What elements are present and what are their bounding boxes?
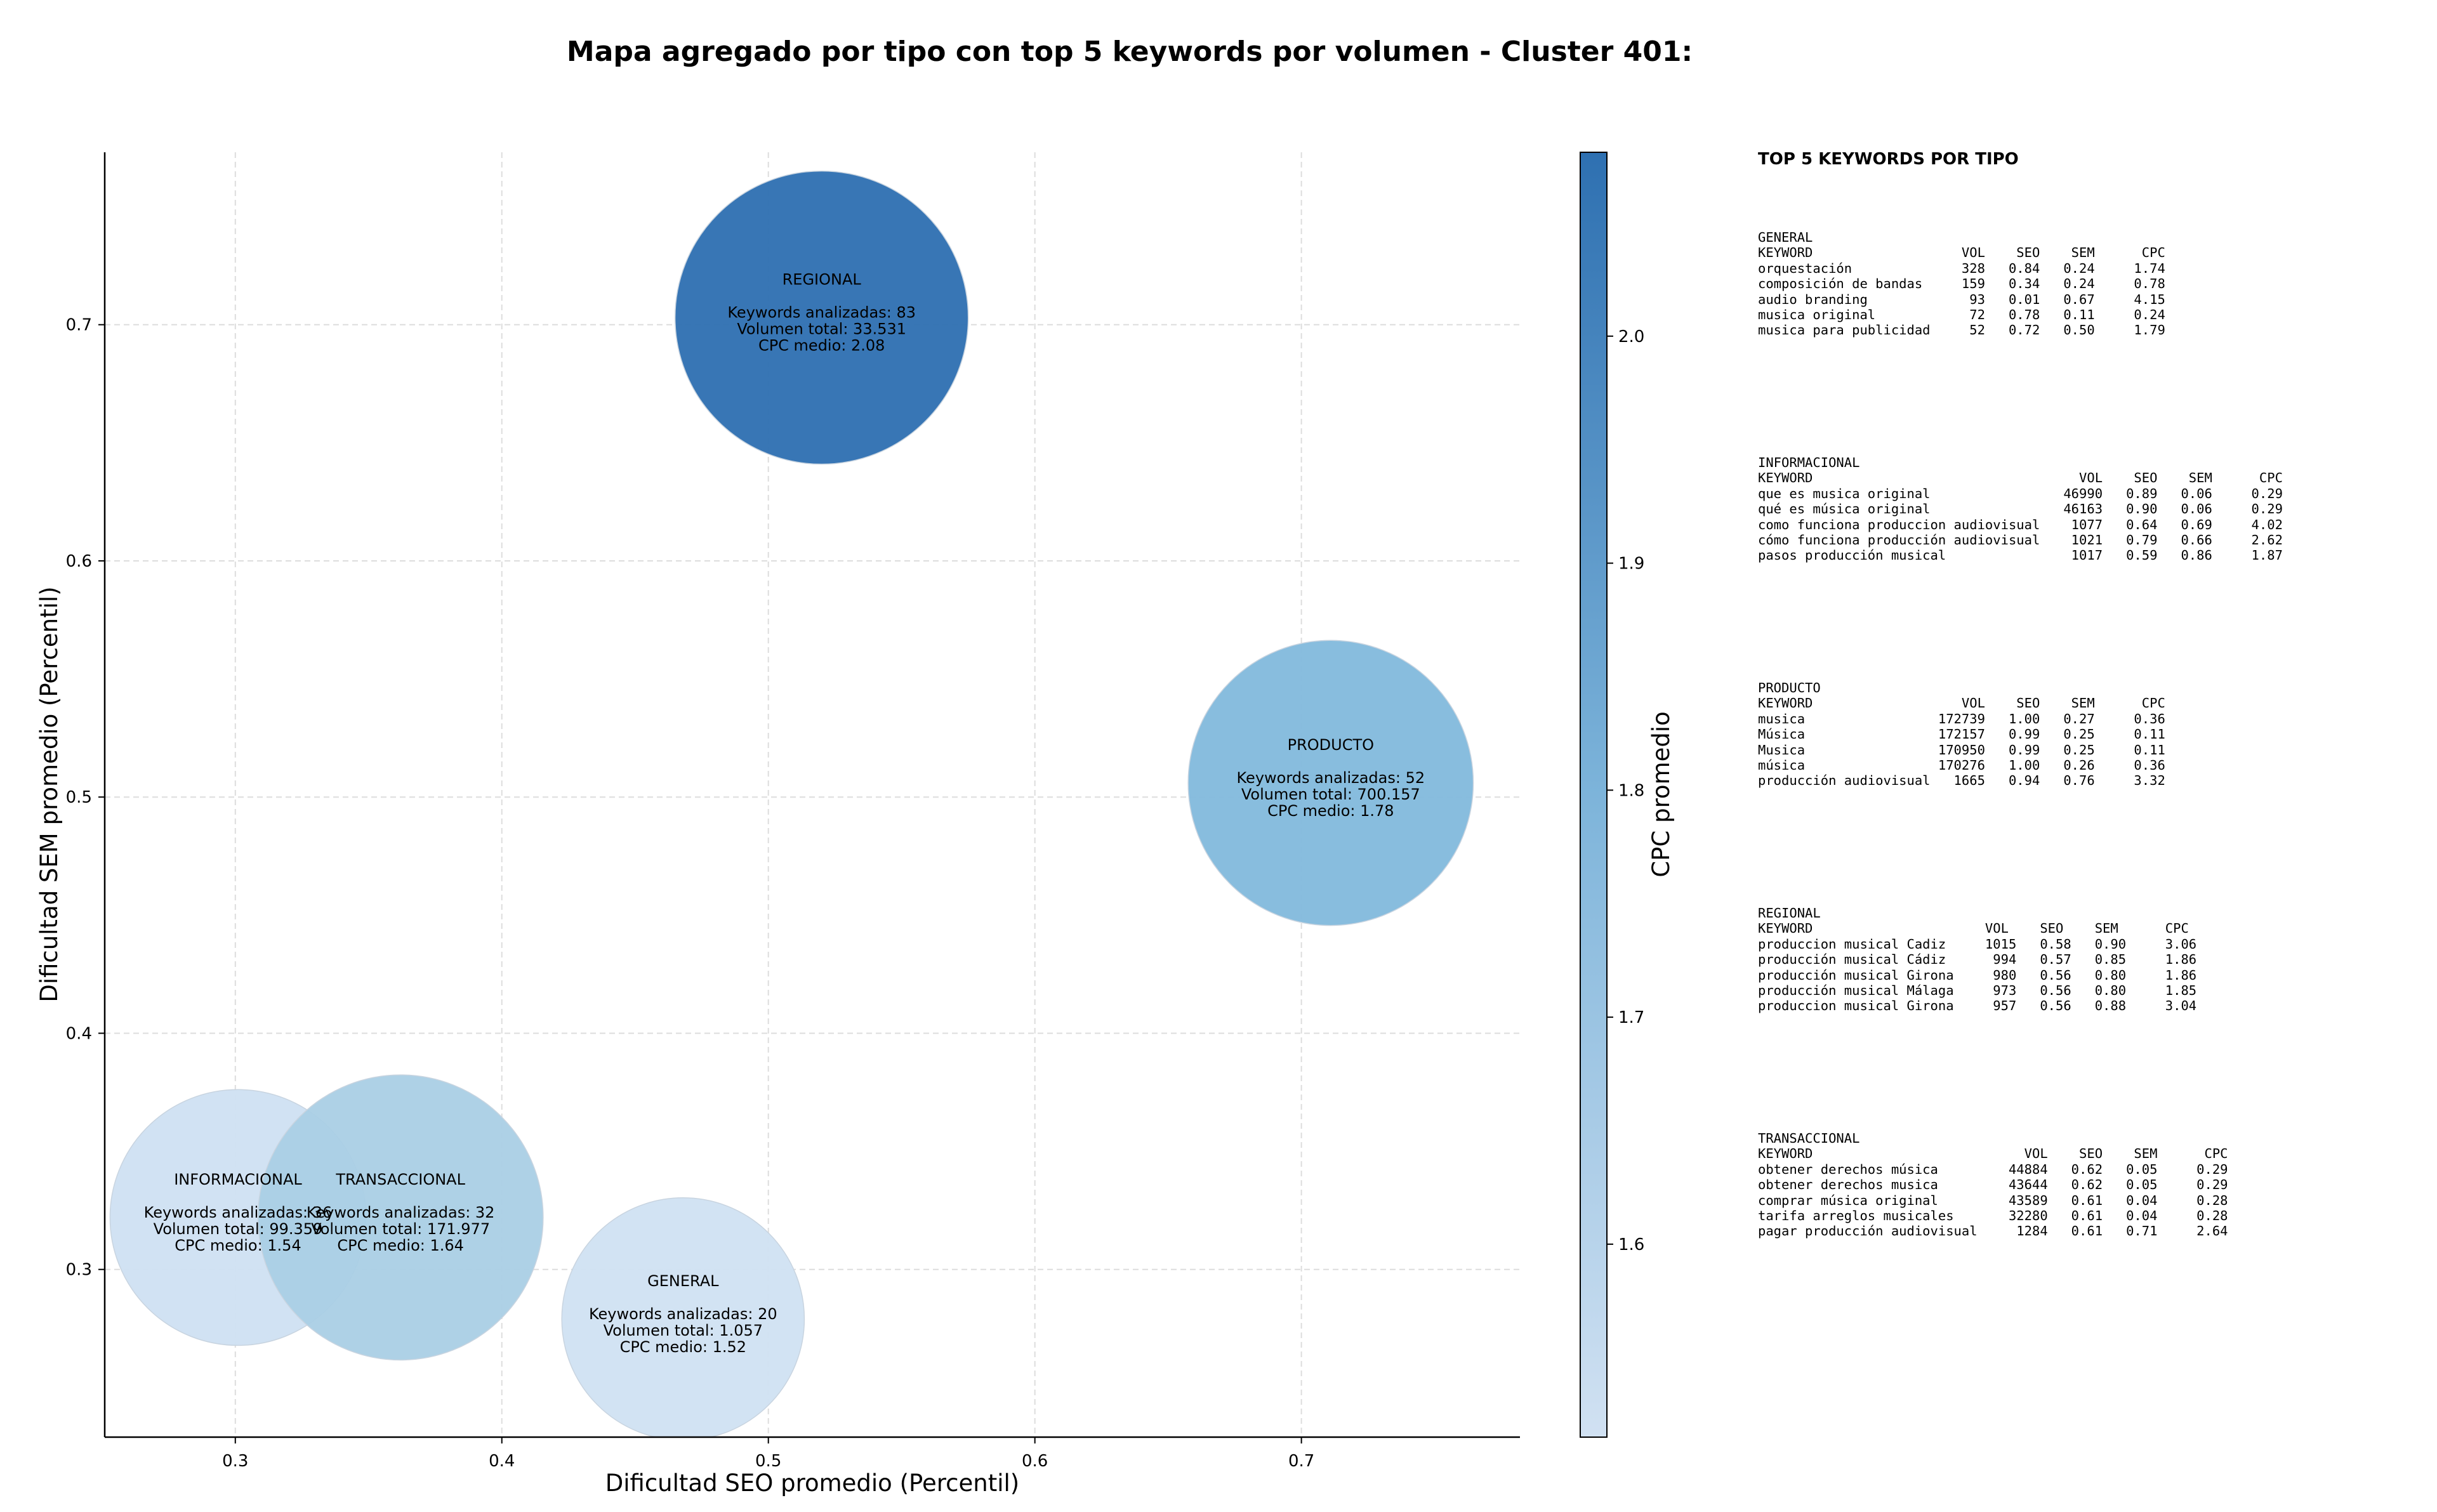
bubble-label-cpc-text: CPC medio: 1.52 [620,1338,747,1356]
bubble-label-keywords: Keywords analizadas: 20 [589,1305,777,1323]
bubble-label-keywords: Keywords analizadas: 52 [1237,769,1425,787]
x-tick-label: 0.7 [1288,1452,1314,1471]
keyword-group-informacional: INFORMACIONAL KEYWORD VOL SEO SEM CPC que … [1758,455,2283,563]
bubble-general [561,1197,805,1437]
y-tick-label: 0.7 [66,316,92,335]
keyword-table-header: KEYWORD VOL SEO SEM CPC [1758,1146,2228,1162]
bubble-label-volume: Volumen total: 171.977 [311,1220,490,1238]
y-tick-label: 0.3 [66,1261,92,1280]
bubble-label-name: GENERAL [647,1272,719,1290]
top-keywords-panel: TOP 5 KEYWORDS POR TIPO GENERAL KEYWORD V… [1758,150,2418,1266]
bubble-label-volume: Volumen total: 1.057 [604,1322,763,1339]
keyword-table-row: producción musical Málaga 973 0.56 0.80 … [1758,982,2197,998]
bubble-label-keywords: Keywords analizadas: 83 [727,304,916,322]
keyword-group-transaccional: TRANSACCIONAL KEYWORD VOL SEO SEM CPC obte… [1758,1131,2228,1239]
y-axis-label: Dificultad SEM promedio (Percentil) [36,586,63,1002]
bubble-label-name: INFORMACIONAL [174,1171,302,1188]
keyword-table-row: producción audiovisual 1665 0.94 0.76 3.… [1758,773,2165,789]
bubble-label-keywords: Keywords analizadas: 32 [307,1204,495,1221]
bubble-label-volume: Volumen total: 99.359 [154,1220,323,1238]
keyword-table-row: música 170276 1.00 0.26 0.36 [1758,757,2165,773]
keyword-table-row: Musica 170950 0.99 0.25 0.11 [1758,742,2165,758]
colorbar-label: CPC promedio [1648,711,1675,877]
bubble-label-volume: Volumen total: 700.157 [1241,786,1420,803]
keyword-table-header: KEYWORD VOL SEO SEM CPC [1758,470,2283,486]
colorbar-tick-label: 1.8 [1618,781,1644,800]
keyword-table-row: musica 172739 1.00 0.27 0.36 [1758,711,2165,726]
colorbar-tick-label: 1.7 [1618,1008,1644,1027]
keyword-table-row: cómo funciona producción audiovisual 102… [1758,532,2283,548]
bubble-label-cpc-text: CPC medio: 1.78 [1267,802,1394,820]
colorbar-ticks: 1.6 1.7 1.8 1.9 2.0 [1607,327,1644,1254]
colorbar-tick-label: 2.0 [1618,327,1644,346]
y-tick-label: 0.6 [66,552,92,571]
keyword-table-row: obtener derechos musica 43644 0.62 0.05 … [1758,1177,2228,1193]
keyword-group-general: GENERAL KEYWORD VOL SEO SEM CPC orquestaci… [1758,230,2165,338]
keyword-table-row: pagar producción audiovisual 1284 0.61 0… [1758,1223,2228,1239]
keyword-table-row: como funciona produccion audiovisual 107… [1758,516,2283,532]
keyword-table-row: produccion musical Girona 957 0.56 0.88 … [1758,998,2197,1014]
colorbar [1580,152,1608,1438]
keyword-table-header: KEYWORD VOL SEO SEM CPC [1758,695,2165,711]
keyword-table-row: comprar música original 43589 0.61 0.04 … [1758,1192,2228,1208]
keyword-group-title: TRANSACCIONAL [1758,1131,1860,1146]
bubble-label-name: REGIONAL [783,271,862,289]
bubble-label-volume: Volumen total: 33.531 [737,320,906,338]
bubble-label-cpc-text: CPC medio: 1.54 [175,1237,301,1254]
keyword-table-row: composición de bandas 159 0.34 0.24 0.78 [1758,276,2165,292]
keyword-group-regional: REGIONAL KEYWORD VOL SEO SEM CPC produccio… [1758,905,2196,1014]
keyword-table-row: musica original 72 0.78 0.11 0.24 [1758,306,2165,322]
colorbar-tick-label: 1.6 [1618,1235,1644,1254]
keyword-table-row: producción musical Cádiz 994 0.57 0.85 1… [1758,952,2197,968]
keyword-group-producto: PRODUCTO KEYWORD VOL SEO SEM CPC musica 17… [1758,680,2165,789]
keyword-group-title: PRODUCTO [1758,680,1821,695]
colorbar-tick-label: 1.9 [1618,555,1644,574]
keyword-table-row: qué es música original 46163 0.90 0.06 0… [1758,501,2283,517]
bubble-label-cpc-text: CPC medio: 1.64 [337,1237,464,1254]
keyword-table-row: tarifa arreglos musicales 32280 0.61 0.0… [1758,1207,2228,1223]
x-tick-label: 0.5 [755,1452,781,1471]
bubble-layer [109,170,1474,1437]
keyword-table-row: audio branding 93 0.01 0.67 4.15 [1758,291,2165,307]
keyword-group-title: INFORMACIONAL [1758,455,1860,470]
bubble-label-keywords: Keywords analizadas: 36 [144,1204,333,1221]
x-axis-ticks: 0.3 0.4 0.5 0.6 0.7 [222,1437,1314,1471]
keyword-table-row: pasos producción musical 1017 0.59 0.86 … [1758,548,2283,563]
x-tick-label: 0.3 [222,1452,248,1471]
y-tick-label: 0.5 [66,788,92,807]
bubble-label-name: PRODUCTO [1288,736,1374,754]
keyword-table-row: Música 172157 0.99 0.25 0.11 [1758,726,2165,742]
keyword-table-row: que es musica original 46990 0.89 0.06 0… [1758,485,2283,501]
keyword-table-row: producción musical Girona 980 0.56 0.80 … [1758,967,2197,983]
top-keywords-title: TOP 5 KEYWORDS POR TIPO [1758,150,2019,169]
x-tick-label: 0.6 [1022,1452,1048,1471]
bubble-label-cpc-text: CPC medio: 2.08 [758,337,885,355]
chart-title: Mapa agregado por tipo con top 5 keyword… [567,36,1693,68]
bubble-regional [674,170,969,465]
keyword-group-title: REGIONAL [1758,905,1821,921]
bubble-producto [1187,640,1474,926]
keyword-group-title: GENERAL [1758,230,1813,245]
x-axis-label: Dificultad SEO promedio (Percentil) [605,1469,1019,1497]
y-tick-label: 0.4 [66,1024,92,1043]
y-axis-ticks: 0.3 0.4 0.5 0.6 0.7 [66,316,105,1280]
keyword-table-row: musica para publicidad 52 0.72 0.50 1.79 [1758,322,2165,338]
keyword-table-row: obtener derechos música 44884 0.62 0.05 … [1758,1161,2228,1177]
keyword-table-row: orquestación 328 0.84 0.24 1.74 [1758,260,2165,276]
bubble-label-name: TRANSACCIONAL [335,1171,465,1188]
x-tick-label: 0.4 [489,1452,515,1471]
keyword-table-header: KEYWORD VOL SEO SEM CPC [1758,245,2165,261]
bubble-transaccional [257,1074,544,1361]
keyword-table-row: produccion musical Cadiz 1015 0.58 0.90 … [1758,936,2197,952]
keyword-table-header: KEYWORD VOL SEO SEM CPC [1758,921,2189,937]
